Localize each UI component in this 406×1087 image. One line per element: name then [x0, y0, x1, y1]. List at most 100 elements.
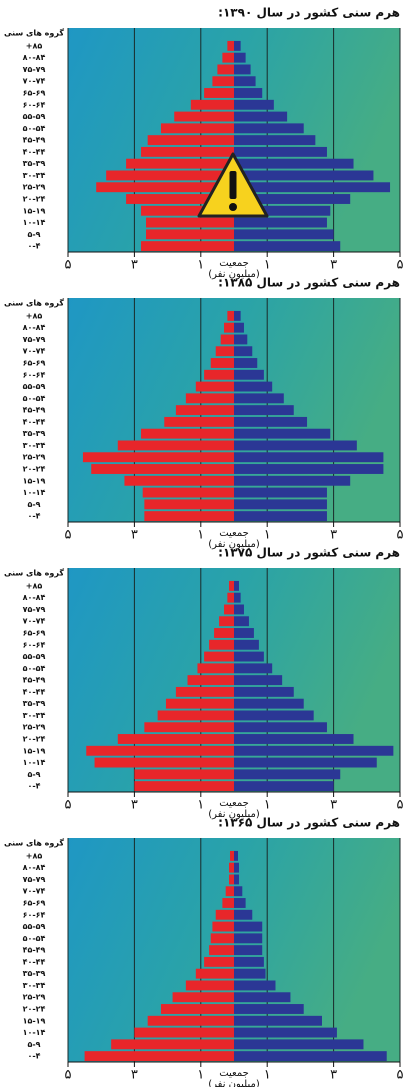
y-tick-label: +۸۵	[26, 311, 43, 320]
x-tick-label: ۱	[264, 528, 271, 543]
bar	[234, 123, 304, 134]
bar	[94, 757, 234, 768]
bar	[234, 346, 253, 357]
y-tick-label: ۸۰-۸۴	[23, 593, 46, 602]
x-tick-label: ۱	[197, 258, 204, 273]
bar	[234, 499, 327, 510]
y-tick-label: ۱۵-۱۹	[23, 746, 46, 755]
bar	[234, 76, 256, 87]
bar	[175, 686, 234, 697]
x-axis-title: جمعیت	[219, 258, 249, 269]
bar	[234, 111, 288, 122]
bar	[147, 1015, 234, 1026]
y-tick-label: ۲۰-۲۴	[23, 735, 46, 744]
y-tick-label: ۴۰-۴۴	[23, 417, 46, 426]
bar	[234, 651, 264, 662]
bar	[146, 217, 234, 228]
bar	[210, 933, 234, 944]
bar	[234, 1004, 304, 1014]
y-tick-label: ۷۰-۷۴	[23, 77, 46, 86]
bar	[141, 428, 234, 439]
bar	[234, 781, 334, 792]
bar	[224, 604, 234, 615]
bar	[234, 182, 391, 193]
bar	[117, 440, 234, 451]
bar	[234, 416, 308, 427]
bar	[160, 123, 234, 134]
y-tick-label: ۳۵-۳۹	[23, 969, 46, 978]
y-tick-label: ۲۰-۲۴	[23, 195, 46, 204]
bar	[234, 241, 341, 252]
bar	[234, 487, 327, 498]
y-tick-label: ۸۰-۸۴	[23, 323, 46, 332]
y-tick-label: ۱۵-۱۹	[23, 206, 46, 215]
bar	[234, 663, 273, 674]
y-tick-label: ۶۰-۶۴	[23, 910, 46, 919]
chart-title: هرم سنی کشور در سال ۱۳۹۰:	[218, 6, 400, 21]
bar	[234, 170, 374, 181]
y-tick-label: ۵۰-۵۴	[23, 664, 46, 673]
bar	[234, 628, 254, 638]
bar	[144, 499, 234, 510]
bar	[234, 99, 274, 110]
chart-title: هرم سنی کشور در سال ۱۳۷۵:	[218, 546, 400, 561]
x-axis-title: (میلیون نفر)	[208, 269, 260, 280]
bar	[229, 580, 234, 591]
y-tick-label: ۰-۴	[27, 1052, 40, 1061]
bar	[234, 639, 259, 650]
y-tick-label: ۲۵-۲۹	[23, 993, 46, 1002]
x-tick-label: ۳	[131, 798, 138, 813]
y-tick-label: ۱۰-۱۴	[23, 488, 46, 497]
bar	[157, 710, 234, 721]
x-tick-label: ۳	[330, 798, 337, 813]
y-tick-label: ۲۵-۲۹	[23, 723, 46, 732]
x-tick-label: ۵	[65, 258, 72, 273]
y-tick-label: ۱۰-۱۴	[23, 758, 46, 767]
bar	[234, 580, 239, 591]
warning-dot	[229, 203, 237, 211]
bar	[141, 241, 234, 252]
bar	[234, 229, 334, 240]
bar	[204, 88, 234, 98]
x-tick-label: ۱	[264, 1068, 271, 1083]
y-tick-label: ۵۰-۵۴	[23, 124, 46, 133]
bar	[126, 158, 234, 169]
bar	[146, 229, 234, 240]
y-tick-label: ۵۵-۵۹	[23, 922, 46, 931]
bar	[234, 393, 284, 404]
chart-title: هرم سنی کشور در سال ۱۳۶۵:	[218, 816, 400, 831]
y-tick-label: ۷۵-۷۹	[23, 605, 46, 614]
y-tick-label: ۲۵-۲۹	[23, 183, 46, 192]
y-tick-label: ۱۵-۱۹	[23, 1016, 46, 1025]
y-tick-label: ۵۵-۵۹	[23, 652, 46, 661]
bar	[209, 639, 234, 650]
y-tick-label: ۷۰-۷۴	[23, 887, 46, 896]
bar	[234, 757, 377, 768]
bar	[84, 1051, 234, 1062]
y-axis-title: گروه های سنی	[4, 28, 64, 38]
bar	[234, 217, 327, 228]
bar	[234, 381, 273, 392]
x-tick-label: ۳	[330, 1068, 337, 1083]
bar	[234, 698, 304, 709]
y-tick-label: ۱۰-۱۴	[23, 1028, 46, 1037]
y-tick-label: ۴۵-۴۹	[23, 136, 46, 145]
y-tick-label: ۲۵-۲۹	[23, 453, 46, 462]
y-tick-label: +۸۵	[26, 851, 43, 860]
bar	[141, 146, 234, 157]
bar	[234, 1027, 337, 1038]
x-tick-label: ۳	[131, 258, 138, 273]
bar	[229, 874, 234, 885]
x-tick-label: ۱	[197, 1068, 204, 1083]
bar	[134, 769, 234, 780]
bar	[111, 1039, 234, 1050]
bar	[144, 722, 234, 733]
y-tick-label: +۸۵	[26, 581, 43, 590]
bar	[234, 980, 276, 991]
bar	[234, 592, 241, 603]
y-tick-label: ۳۵-۳۹	[23, 159, 46, 168]
y-tick-label: ۳۵-۳۹	[23, 429, 46, 438]
bar	[234, 358, 258, 368]
bar	[234, 464, 384, 474]
x-tick-label: ۵	[65, 798, 72, 813]
